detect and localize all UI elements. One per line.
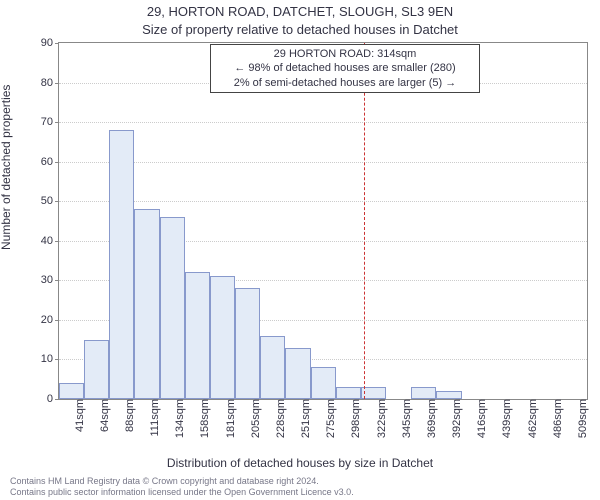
- histogram-plot: 010203040506070809041sqm64sqm88sqm111sqm…: [58, 42, 588, 400]
- x-tick-label: 228sqm: [269, 399, 287, 438]
- y-tick-label: 50: [41, 195, 59, 207]
- x-tick-label: 392sqm: [445, 399, 463, 438]
- x-tick-label: 322sqm: [370, 399, 388, 438]
- histogram-bar: [210, 276, 235, 399]
- y-tick-label: 60: [41, 156, 59, 168]
- histogram-bar: [235, 288, 260, 399]
- annotation-line-2: ← 98% of detached houses are smaller (28…: [215, 61, 475, 75]
- x-tick-label: 416sqm: [470, 399, 488, 438]
- histogram-bar: [160, 217, 185, 399]
- x-tick-label: 251sqm: [294, 399, 312, 438]
- y-tick-label: 30: [41, 274, 59, 286]
- x-tick-label: 439sqm: [495, 399, 513, 438]
- annotation-box: 29 HORTON ROAD: 314sqm ← 98% of detached…: [210, 44, 480, 93]
- x-tick-label: 134sqm: [168, 399, 186, 438]
- x-tick-label: 369sqm: [420, 399, 438, 438]
- footer-line-1: Contains HM Land Registry data © Crown c…: [10, 476, 590, 487]
- histogram-bar: [311, 367, 336, 399]
- x-tick-label: 486sqm: [546, 399, 564, 438]
- x-tick-label: 298sqm: [344, 399, 362, 438]
- histogram-bar: [185, 272, 210, 399]
- annotation-line-1: 29 HORTON ROAD: 314sqm: [215, 47, 475, 61]
- x-tick-label: 64sqm: [93, 399, 111, 432]
- footer-attribution: Contains HM Land Registry data © Crown c…: [10, 476, 590, 498]
- y-tick-label: 70: [41, 116, 59, 128]
- grid-line: [59, 201, 587, 202]
- histogram-bar: [411, 387, 436, 399]
- x-tick-label: 88sqm: [118, 399, 136, 432]
- histogram-bar: [260, 336, 285, 399]
- annotation-line-3: 2% of semi-detached houses are larger (5…: [215, 76, 475, 90]
- x-axis-label: Distribution of detached houses by size …: [0, 456, 600, 470]
- y-tick-label: 0: [47, 393, 59, 405]
- x-tick-label: 509sqm: [571, 399, 589, 438]
- x-tick-label: 158sqm: [193, 399, 211, 438]
- y-tick-label: 40: [41, 235, 59, 247]
- y-tick-label: 80: [41, 77, 59, 89]
- footer-line-2: Contains public sector information licen…: [10, 487, 590, 498]
- y-tick-label: 20: [41, 314, 59, 326]
- histogram-bar: [336, 387, 361, 399]
- y-axis-label: Number of detached properties: [0, 85, 13, 250]
- histogram-bar: [436, 391, 461, 399]
- histogram-bar: [59, 383, 84, 399]
- y-tick-label: 90: [41, 37, 59, 49]
- x-tick-label: 345sqm: [395, 399, 413, 438]
- grid-line: [59, 122, 587, 123]
- title-main: 29, HORTON ROAD, DATCHET, SLOUGH, SL3 9E…: [0, 4, 600, 19]
- x-tick-label: 462sqm: [521, 399, 539, 438]
- property-marker-line: [364, 43, 365, 399]
- x-tick-label: 41sqm: [68, 399, 86, 432]
- grid-line: [59, 162, 587, 163]
- x-tick-label: 181sqm: [219, 399, 237, 438]
- histogram-bar: [84, 340, 109, 399]
- histogram-bar: [109, 130, 134, 399]
- y-tick-label: 10: [41, 353, 59, 365]
- histogram-bar: [134, 209, 159, 399]
- x-tick-label: 111sqm: [143, 399, 161, 437]
- histogram-bar: [285, 348, 310, 399]
- x-tick-label: 205sqm: [244, 399, 262, 438]
- x-tick-label: 275sqm: [319, 399, 337, 438]
- title-sub: Size of property relative to detached ho…: [0, 22, 600, 37]
